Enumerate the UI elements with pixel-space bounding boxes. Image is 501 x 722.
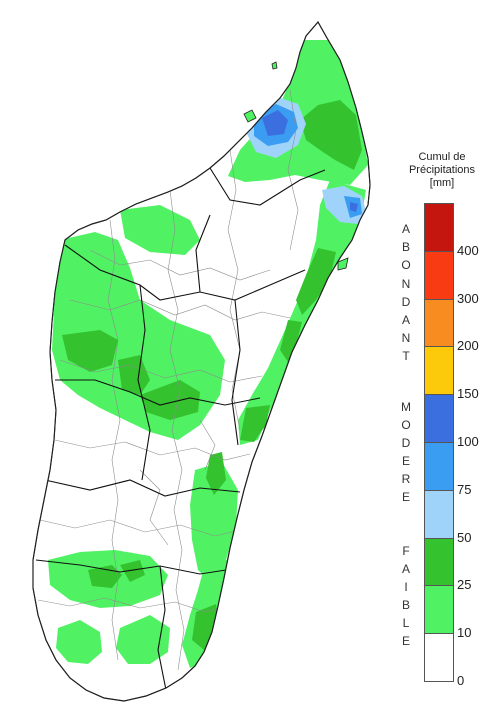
legend-category-letter: L <box>402 616 410 630</box>
legend-swatch <box>424 394 454 443</box>
legend-swatch <box>424 489 454 539</box>
legend-swatch <box>424 346 454 396</box>
legend-category-letter: D <box>401 294 411 309</box>
legend-category-letter: E <box>401 454 410 468</box>
legend-tick-label: 300 <box>457 290 479 306</box>
legend-title-line1: Cumul de <box>418 151 466 163</box>
legend-tick-label: 400 <box>457 242 479 258</box>
legend-tick-label: 100 <box>457 434 479 449</box>
legend-tick-label: 10 <box>457 625 472 641</box>
rain-zone-100-150 <box>262 110 358 212</box>
legend-category-letter: E <box>401 490 410 504</box>
legend-tick-label: 150 <box>457 386 479 402</box>
legend-swatch <box>424 250 454 300</box>
coastline <box>32 20 371 702</box>
district-borders <box>37 89 299 671</box>
legend-category-letter: M <box>401 400 411 414</box>
legend-category-letter: A <box>401 562 410 576</box>
legend-category-letter: R <box>401 472 411 486</box>
legend-category-letter: I <box>404 580 408 594</box>
legend-unit: [mm] <box>429 177 455 189</box>
legend-category-letter: A <box>401 222 410 236</box>
legend-swatch <box>424 585 454 635</box>
legend-tick-label: 50 <box>457 529 472 545</box>
legend-category-letter: D <box>401 436 411 450</box>
legend-swatch <box>424 203 454 252</box>
legend-tick-label: 25 <box>457 577 472 593</box>
legend-swatch <box>424 633 454 682</box>
legend-category-letter: O <box>401 258 411 273</box>
legend-category-letter: O <box>401 418 411 432</box>
legend-tick-label: 0 <box>457 673 465 688</box>
legend-swatch <box>424 442 454 491</box>
legend-category-letter: T <box>402 349 410 364</box>
legend-category-letter: A <box>401 313 410 327</box>
legend-category-letter: B <box>401 240 410 255</box>
legend-category-letter: N <box>401 276 411 291</box>
legend-category-letter: E <box>401 634 410 648</box>
region-borders <box>35 167 326 691</box>
legend-swatch <box>424 537 454 587</box>
legend-title: Cumul de Précipitations [mm] <box>400 151 484 190</box>
legend-title-line2: Précipitations <box>408 164 476 176</box>
legend-category-letter: B <box>401 598 410 612</box>
legend-swatch <box>424 298 454 348</box>
legend-tick-label: 200 <box>457 338 479 354</box>
legend-category-letter: F <box>402 544 410 558</box>
legend-category-letter: N <box>401 331 411 346</box>
legend-tick-label: 75 <box>457 481 472 497</box>
rain-zone-25-50 <box>62 100 362 650</box>
offshore-islands <box>243 61 349 271</box>
